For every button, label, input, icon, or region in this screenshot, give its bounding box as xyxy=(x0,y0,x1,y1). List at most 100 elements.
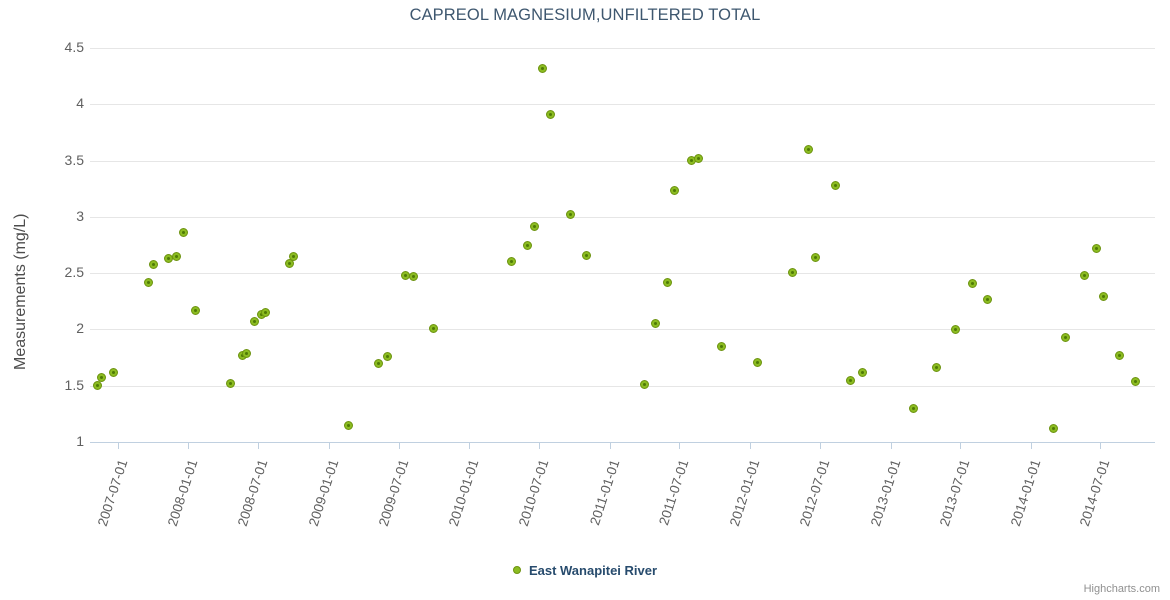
legend-marker-icon xyxy=(512,565,521,574)
y-tick-label: 3.5 xyxy=(64,151,84,168)
x-tick-label: 2009-01-01 xyxy=(305,457,342,529)
x-tick xyxy=(960,443,962,449)
x-axis-line xyxy=(90,442,1155,443)
data-point[interactable] xyxy=(93,381,103,391)
data-point[interactable] xyxy=(1115,350,1125,360)
data-point[interactable] xyxy=(693,153,703,163)
data-point[interactable] xyxy=(429,323,439,333)
x-tick xyxy=(117,443,119,449)
data-point[interactable] xyxy=(908,403,918,413)
data-point[interactable] xyxy=(967,278,977,288)
x-tick-label: 2014-07-01 xyxy=(1077,457,1113,529)
y-tick-label: 4.5 xyxy=(64,39,84,55)
chart-title: CAPREOL MAGNESIUM,UNFILTERED TOTAL xyxy=(409,6,761,24)
x-tick xyxy=(749,443,751,449)
data-point[interactable] xyxy=(1049,423,1059,433)
data-point[interactable] xyxy=(191,305,201,315)
data-point[interactable] xyxy=(639,380,649,390)
gridline xyxy=(90,273,1155,275)
plot-area xyxy=(90,48,1155,443)
data-point[interactable] xyxy=(982,294,992,304)
data-point[interactable] xyxy=(1131,376,1141,386)
x-tick xyxy=(188,443,190,449)
x-tick xyxy=(1030,443,1032,449)
y-tick-label: 3 xyxy=(76,207,84,224)
y-tick-label: 2 xyxy=(76,320,84,337)
x-tick xyxy=(329,443,331,449)
x-tick-label: 2008-01-01 xyxy=(165,457,201,529)
data-point[interactable] xyxy=(522,240,532,250)
x-tick-label: 2014-01-01 xyxy=(1007,457,1044,529)
x-tick-label: 2013-07-01 xyxy=(936,457,973,529)
data-point[interactable] xyxy=(1060,332,1070,342)
y-tick-label: 1.5 xyxy=(64,376,84,393)
y-axis-title: Measurements (mg/L) xyxy=(12,213,29,371)
y-tick-label: 4 xyxy=(76,95,84,112)
data-point[interactable] xyxy=(787,267,797,277)
data-point[interactable] xyxy=(846,375,856,385)
data-point[interactable] xyxy=(932,363,942,373)
data-point[interactable] xyxy=(506,257,516,267)
data-point[interactable] xyxy=(374,358,384,368)
data-point[interactable] xyxy=(803,144,813,154)
x-tick xyxy=(890,443,892,449)
data-point[interactable] xyxy=(830,180,840,190)
x-tick-label: 2009-07-01 xyxy=(375,457,412,529)
gridline xyxy=(90,216,1155,218)
data-point[interactable] xyxy=(144,277,154,287)
data-point[interactable] xyxy=(382,351,392,361)
gridline xyxy=(90,385,1155,387)
data-point[interactable] xyxy=(1079,270,1089,280)
x-tick xyxy=(398,443,400,449)
data-point[interactable] xyxy=(289,251,299,261)
gridline xyxy=(90,160,1155,162)
data-point[interactable] xyxy=(242,348,252,358)
data-point[interactable] xyxy=(670,186,680,196)
data-point[interactable] xyxy=(261,308,271,318)
data-point[interactable] xyxy=(537,63,547,73)
y-tick-label: 2.5 xyxy=(64,264,84,281)
chart-legend: East Wanapitei River xyxy=(0,562,1170,578)
data-point[interactable] xyxy=(546,109,556,119)
data-point[interactable] xyxy=(249,317,259,327)
x-tick xyxy=(258,443,260,449)
data-point[interactable] xyxy=(663,277,673,287)
x-tick-label: 2011-07-01 xyxy=(656,457,692,528)
data-point[interactable] xyxy=(343,420,353,430)
data-point[interactable] xyxy=(951,324,961,334)
data-point[interactable] xyxy=(858,367,868,377)
data-point[interactable] xyxy=(530,222,540,232)
credits-label: Highcharts.com xyxy=(1083,583,1160,595)
x-tick-label: 2010-07-01 xyxy=(515,457,552,529)
legend-item[interactable]: East Wanapitei River xyxy=(512,562,658,579)
x-tick-label: 2010-01-01 xyxy=(446,457,482,529)
x-tick xyxy=(679,443,681,449)
data-point[interactable] xyxy=(171,251,181,261)
y-tick-label: 1 xyxy=(76,433,84,449)
data-point[interactable] xyxy=(752,357,762,367)
x-tick-label: 2012-07-01 xyxy=(796,457,833,529)
x-tick xyxy=(469,443,471,449)
data-point[interactable] xyxy=(148,259,158,269)
data-point[interactable] xyxy=(1099,292,1109,302)
data-point[interactable] xyxy=(811,252,821,262)
data-point[interactable] xyxy=(581,250,591,260)
data-point[interactable] xyxy=(409,272,419,282)
data-point[interactable] xyxy=(717,341,727,351)
x-tick-label: 2008-07-01 xyxy=(235,457,271,529)
gridline xyxy=(90,329,1155,331)
data-point[interactable] xyxy=(565,210,575,220)
data-point[interactable] xyxy=(179,228,189,238)
data-point[interactable] xyxy=(108,367,118,377)
x-tick-label: 2013-01-01 xyxy=(867,457,903,529)
gridline xyxy=(90,104,1155,106)
x-tick xyxy=(1100,443,1102,449)
legend-label: East Wanapitei River xyxy=(528,563,658,579)
data-point[interactable] xyxy=(226,378,236,388)
data-point[interactable] xyxy=(1091,243,1101,253)
data-point[interactable] xyxy=(651,319,661,329)
x-tick xyxy=(609,443,611,449)
data-point[interactable] xyxy=(97,373,107,383)
x-tick xyxy=(819,443,821,449)
